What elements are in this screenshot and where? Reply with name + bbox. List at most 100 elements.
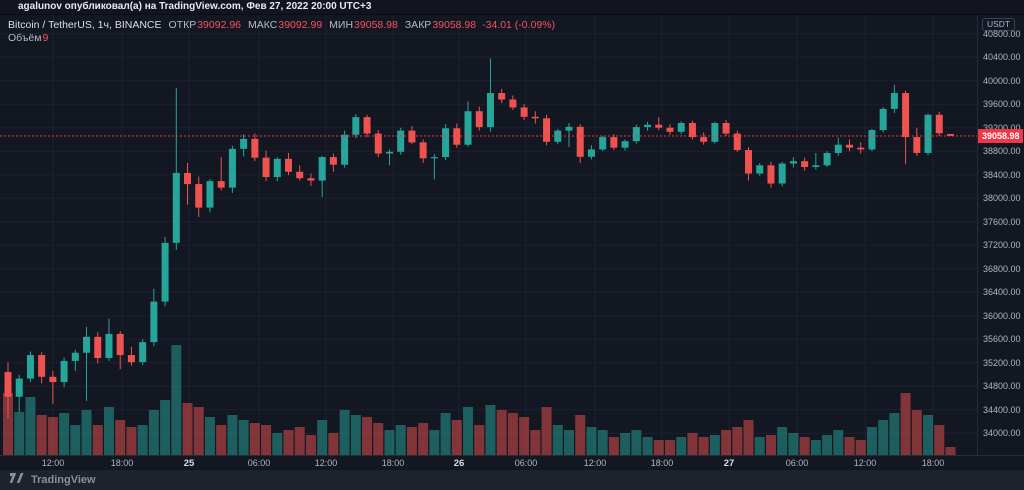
legend-ohlc-row: Bitcoin / TetherUS, 1ч, BINANCE ОТКР39092… [8, 19, 555, 32]
volume-bar [317, 420, 328, 455]
price-axis-label: 40400.00 [983, 52, 1021, 63]
price-axis-label: 34000.00 [983, 428, 1021, 439]
candle-body [385, 151, 393, 154]
candle-body [329, 157, 337, 165]
time-axis-label: 18:00 [921, 458, 945, 468]
candle-body [195, 184, 203, 208]
candle-body [733, 133, 741, 151]
volume-bar [934, 425, 945, 455]
candle-body [834, 144, 842, 153]
candle-body [632, 127, 640, 142]
volume-bar [249, 423, 260, 455]
volume-bar [272, 433, 283, 455]
candle-body [262, 157, 270, 178]
legend-volume-row: Объём9 [8, 32, 555, 45]
candle-body [94, 336, 102, 358]
volume-bar [541, 407, 552, 455]
candle-body [228, 148, 236, 188]
volume-bar [440, 413, 451, 455]
candle-body [789, 161, 797, 164]
volume-bar [395, 425, 406, 455]
candle-body [105, 333, 113, 358]
volume-bar [238, 420, 249, 455]
publish-info-bar: agalunov опубликовал(а) на TradingView.c… [0, 0, 1024, 15]
time-axis-day-label: 27 [723, 458, 735, 469]
volume-bar [182, 403, 193, 455]
close-label: ЗАКР [404, 19, 432, 31]
candle-body [464, 111, 472, 145]
candle-body [184, 172, 192, 185]
candle-body [83, 336, 91, 353]
price-axis-label: 36400.00 [983, 287, 1021, 298]
candle-body [49, 376, 57, 383]
candle-body [71, 352, 79, 361]
time-axis-label: 06:00 [247, 458, 271, 468]
tradingview-logo-icon[interactable] [9, 473, 25, 487]
candles-layer [4, 58, 954, 419]
volume-bar [900, 393, 911, 455]
price-axis[interactable]: USDT 40800.00 40400.00 40000.00 39600.00 392… [977, 15, 1024, 469]
volume-bar [687, 433, 698, 455]
candle-body [408, 130, 416, 143]
time-axis-label: 18:00 [650, 458, 674, 468]
volume-bar [878, 420, 889, 455]
volume-bar [721, 430, 732, 455]
candle-body [543, 118, 551, 142]
time-axis-label: 12:00 [583, 458, 607, 468]
time-axis-label: 12:00 [41, 458, 65, 468]
candle-body [722, 123, 730, 134]
volume-bar [586, 427, 597, 455]
candle-body [285, 158, 292, 172]
candle-body [206, 181, 214, 208]
candle-body [778, 163, 786, 184]
candle-body [419, 142, 427, 159]
candle-body [846, 144, 853, 148]
volume-bar [732, 427, 743, 455]
candle-body [823, 152, 831, 166]
chart-legend: Bitcoin / TetherUS, 1ч, BINANCE ОТКР39092… [8, 19, 555, 45]
volume-bar [81, 410, 92, 455]
candle-body [599, 137, 607, 150]
candle-body [453, 128, 461, 145]
volume-bar [283, 430, 294, 455]
candle-body [902, 93, 910, 138]
volume-bar [597, 430, 608, 455]
change-value: -34.01 (-0.09%) [482, 19, 556, 31]
volume-bar [709, 435, 720, 455]
candle-body [217, 181, 225, 188]
volume-label: Объём [8, 32, 42, 44]
volume-bar [855, 440, 866, 455]
grid-layer [0, 15, 977, 455]
candle-body [520, 107, 528, 117]
candle-body [644, 124, 652, 128]
candle-body [139, 342, 147, 363]
volume-bar [653, 440, 664, 455]
candle-body [26, 355, 34, 379]
volume-bar [822, 435, 833, 455]
time-axis-day-label: 26 [453, 458, 465, 469]
currency-badge[interactable]: USDT [982, 18, 1016, 31]
candle-body [296, 171, 304, 179]
high-value: 39092.99 [278, 19, 323, 31]
price-axis-label: 36800.00 [983, 263, 1021, 274]
volume-bar [92, 425, 103, 455]
time-axis[interactable]: 12:00 18:00 25 06:00 12:00 18:00 26 06:00 12:00 1… [0, 455, 1024, 469]
tradingview-brand-text[interactable]: TradingView [31, 474, 96, 486]
volume-bar [36, 415, 47, 455]
candle-body [610, 137, 618, 148]
volume-bar [743, 420, 754, 455]
candle-body [498, 93, 506, 100]
symbol-title[interactable]: Bitcoin / TetherUS, 1ч, BINANCE [8, 19, 162, 31]
price-axis-label: 38000.00 [983, 193, 1021, 204]
volume-bar [160, 400, 171, 455]
candle-body [38, 355, 46, 377]
candle-body [116, 333, 124, 356]
candle-body [946, 133, 954, 136]
low-label: МИН [329, 19, 354, 31]
candle-body [150, 301, 158, 343]
volume-bar [777, 427, 788, 455]
volume-bar [620, 433, 631, 455]
price-axis-label: 35600.00 [983, 334, 1021, 345]
volume-bar [642, 437, 653, 455]
